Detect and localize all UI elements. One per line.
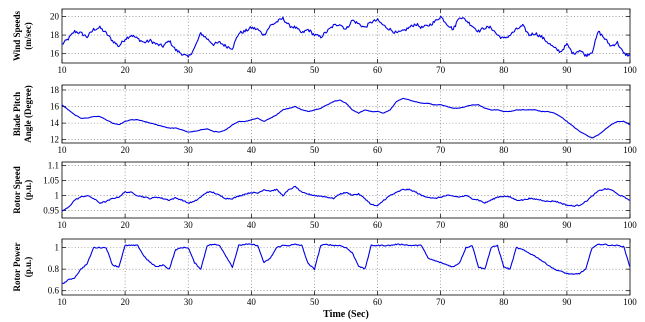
x-tick-label: 10 [58,220,68,230]
y-axis-label: Rotor Power(p.u.) [12,242,33,291]
y-tick-label: 0.95 [43,206,59,216]
y-tick-label: 20 [50,11,60,21]
x-tick-label: 100 [623,65,637,75]
y-tick-label: 18 [50,85,60,95]
x-tick-label: 70 [436,297,446,307]
x-tick-label: 90 [562,145,572,155]
y-tick-label: 1.1 [48,161,59,171]
x-tick-label: 20 [121,65,131,75]
x-tick-label: 50 [310,65,320,75]
x-tick-label: 80 [499,297,509,307]
x-tick-label: 10 [58,145,68,155]
x-tick-label: 90 [562,220,572,230]
x-tick-label: 10 [58,65,68,75]
x-tick-label: 20 [121,145,131,155]
panel-3: 10 20 30 40 50 60 70 80 90 100 0.95 1 1.05 1.1 Rotor S… [12,161,637,230]
y-tick-label: 16 [50,102,60,112]
y-axis-label: Wind Speeds(m/sec) [12,10,33,61]
x-tick-label: 30 [184,145,194,155]
x-tick-label: 100 [623,297,637,307]
x-tick-label: 90 [562,297,572,307]
y-axis-label-line: Blade Pitch [12,92,22,136]
y-tick-label: 16 [50,49,60,59]
x-tick-label: 100 [623,220,637,230]
x-tick-label: 50 [310,297,320,307]
y-axis-label-line: (m/sec) [23,22,33,49]
x-tick-label: 60 [373,220,383,230]
y-axis-label: Rotor Speed(p.u.) [12,166,33,214]
x-tick-label: 70 [436,220,446,230]
y-tick-label: 1 [55,243,60,253]
x-tick-label: 70 [436,145,446,155]
x-tick-label: 30 [184,65,194,75]
series-line [61,243,631,285]
y-tick-label: 0.6 [48,286,60,296]
x-tick-label: 50 [310,220,320,230]
x-tick-label: 90 [562,65,572,75]
x-tick-label: 80 [499,220,509,230]
x-tick-label: 30 [184,297,194,307]
y-axis-label-line: Rotor Speed [12,166,22,214]
x-tick-label: 40 [247,145,257,155]
series-line [61,97,631,139]
x-tick-label: 80 [499,65,509,75]
y-axis-label: Blade PitchAngle (Degree) [12,85,33,143]
y-tick-label: 12 [50,135,59,145]
y-axis-label-line: Angle (Degree) [23,85,33,143]
y-axis-label-line: (p.u.) [23,257,33,278]
y-tick-label: 18 [50,30,60,40]
y-axis-label-line: (p.u.) [23,180,33,201]
panel-1: 10 20 30 40 50 60 70 80 90 100 16 18 20 Wind Speeds(m… [12,8,637,75]
y-axis-label-line: Rotor Power [12,242,22,291]
y-tick-label: 1.05 [43,176,59,186]
x-tick-label: 40 [247,297,257,307]
y-tick-label: 0.8 [48,264,60,274]
x-axis-label: Time (Sec) [323,309,369,320]
x-tick-label: 20 [121,297,131,307]
x-tick-label: 50 [310,145,320,155]
plot-area [61,161,631,219]
panel-2: 10 20 30 40 50 60 70 80 90 100 12 14 16 18 Blade Pitch… [12,84,637,155]
series-line [61,185,631,212]
x-tick-label: 60 [373,65,383,75]
x-tick-label: 20 [121,220,131,230]
plot-area [61,84,631,144]
panel-4: 10 20 30 40 50 60 70 80 90 100 0.6 0.8 1 Rotor Power(… [12,238,637,320]
y-tick-label: 1 [55,191,60,201]
y-tick-label: 14 [50,118,60,128]
series-line [61,15,631,58]
x-tick-label: 80 [499,145,509,155]
x-tick-label: 60 [373,297,383,307]
plot-area [61,8,631,64]
x-tick-label: 60 [373,145,383,155]
y-axis-label-line: Wind Speeds [12,10,22,61]
x-tick-label: 40 [247,65,257,75]
x-tick-label: 100 [623,145,637,155]
x-tick-label: 30 [184,220,194,230]
x-tick-label: 70 [436,65,446,75]
x-tick-label: 40 [247,220,257,230]
x-tick-label: 10 [58,297,68,307]
